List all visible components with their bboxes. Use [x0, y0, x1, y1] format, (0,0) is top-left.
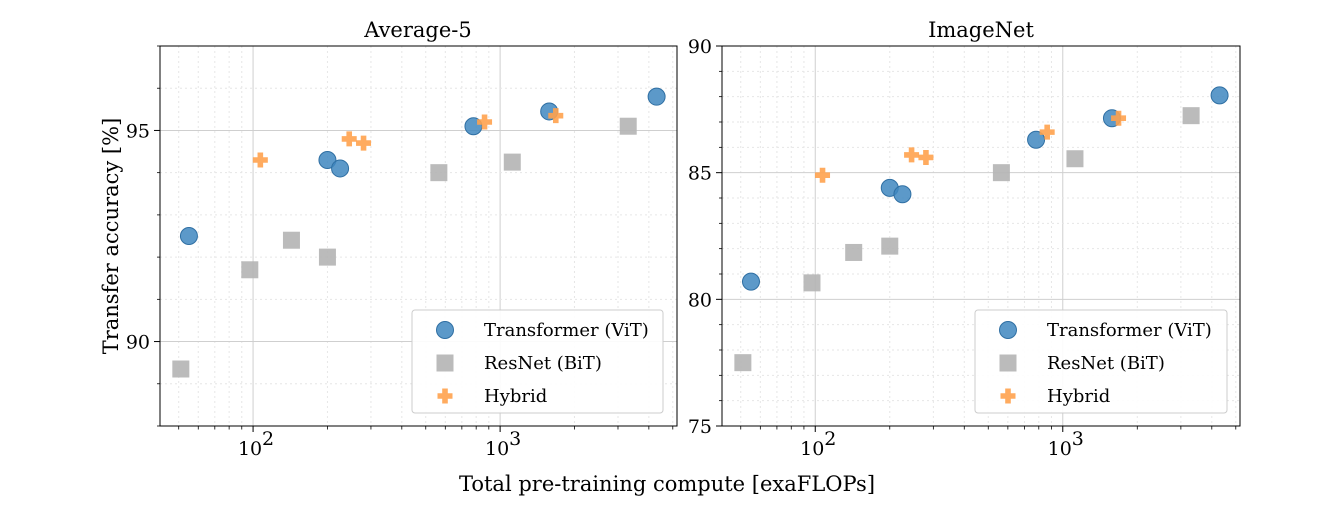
- legend-marker: [437, 388, 453, 404]
- data-point: [356, 135, 372, 151]
- legend-label: ResNet (BiT): [484, 353, 602, 374]
- x-tick-exponent: 3: [509, 428, 521, 450]
- data-point: [992, 164, 1010, 182]
- panel-title: Average-5: [363, 18, 472, 42]
- data-point: [318, 248, 336, 266]
- data-point: [252, 152, 268, 168]
- data-point: [918, 149, 934, 165]
- data-point: [893, 185, 912, 204]
- series-bit: [172, 117, 637, 378]
- y-tick-label: 85: [688, 163, 712, 185]
- series-hybrid: [252, 108, 564, 168]
- y-tick-label: 75: [688, 416, 712, 438]
- axes-frame: [721, 45, 1241, 427]
- y-tick-label: 90: [688, 36, 712, 58]
- y-tick-label: 80: [688, 289, 712, 311]
- axes-frame: [159, 45, 678, 427]
- data-point: [803, 274, 821, 292]
- x-tick-label: 10: [485, 438, 509, 460]
- legend-marker: [999, 321, 1017, 339]
- x-tick-label: 10: [238, 438, 262, 460]
- data-point: [881, 237, 899, 255]
- legend-marker: [999, 354, 1017, 372]
- data-point: [815, 167, 831, 183]
- legend-label: Transformer (ViT): [484, 320, 649, 341]
- data-point: [619, 117, 637, 135]
- legend-box: [974, 309, 1228, 414]
- series-hybrid: [815, 110, 1127, 183]
- legend-marker: [436, 321, 454, 339]
- y-axis-label: Transfer accuracy [%]: [99, 118, 123, 355]
- x-tick-exponent: 2: [824, 428, 836, 450]
- x-tick-exponent: 3: [1072, 428, 1084, 450]
- data-point: [1039, 124, 1055, 140]
- legend-label: ResNet (BiT): [1047, 353, 1165, 374]
- data-point: [548, 108, 564, 124]
- data-point: [241, 261, 259, 279]
- series-vit: [179, 87, 666, 245]
- data-point: [1027, 130, 1046, 149]
- x-tick-exponent: 2: [262, 428, 274, 450]
- data-point: [172, 360, 190, 378]
- data-point: [477, 114, 493, 130]
- data-point: [430, 164, 448, 182]
- series-bit: [734, 107, 1200, 372]
- data-point: [341, 131, 357, 147]
- data-point: [741, 272, 760, 291]
- data-point: [1111, 110, 1127, 126]
- data-point: [1182, 107, 1200, 125]
- data-point: [647, 87, 666, 106]
- y-tick-label: 90: [126, 332, 150, 354]
- legend-label: Hybrid: [484, 386, 547, 407]
- data-point: [503, 153, 521, 171]
- data-point: [331, 159, 350, 178]
- legend-marker: [1000, 388, 1016, 404]
- legend-label: Transformer (ViT): [1047, 320, 1212, 341]
- legend: Transformer (ViT) ResNet (BiT) Hybrid: [974, 309, 1228, 414]
- y-tick-label: 95: [126, 120, 150, 142]
- data-point: [904, 147, 920, 163]
- legend-box: [411, 309, 664, 414]
- legend: Transformer (ViT) ResNet (BiT) Hybrid: [411, 309, 664, 414]
- data-point: [282, 231, 300, 249]
- x-axis-label: Total pre-training compute [exaFLOPs]: [459, 472, 875, 496]
- data-point: [845, 243, 863, 261]
- data-point: [179, 227, 198, 245]
- legend-label: Hybrid: [1047, 386, 1110, 407]
- x-tick-label: 10: [800, 438, 824, 460]
- data-point: [1066, 150, 1084, 168]
- legend-marker: [436, 354, 454, 372]
- x-tick-label: 10: [1048, 438, 1072, 460]
- data-point: [318, 151, 337, 169]
- data-point: [734, 354, 752, 372]
- data-point: [1210, 86, 1229, 105]
- panel-title: ImageNet: [928, 18, 1034, 42]
